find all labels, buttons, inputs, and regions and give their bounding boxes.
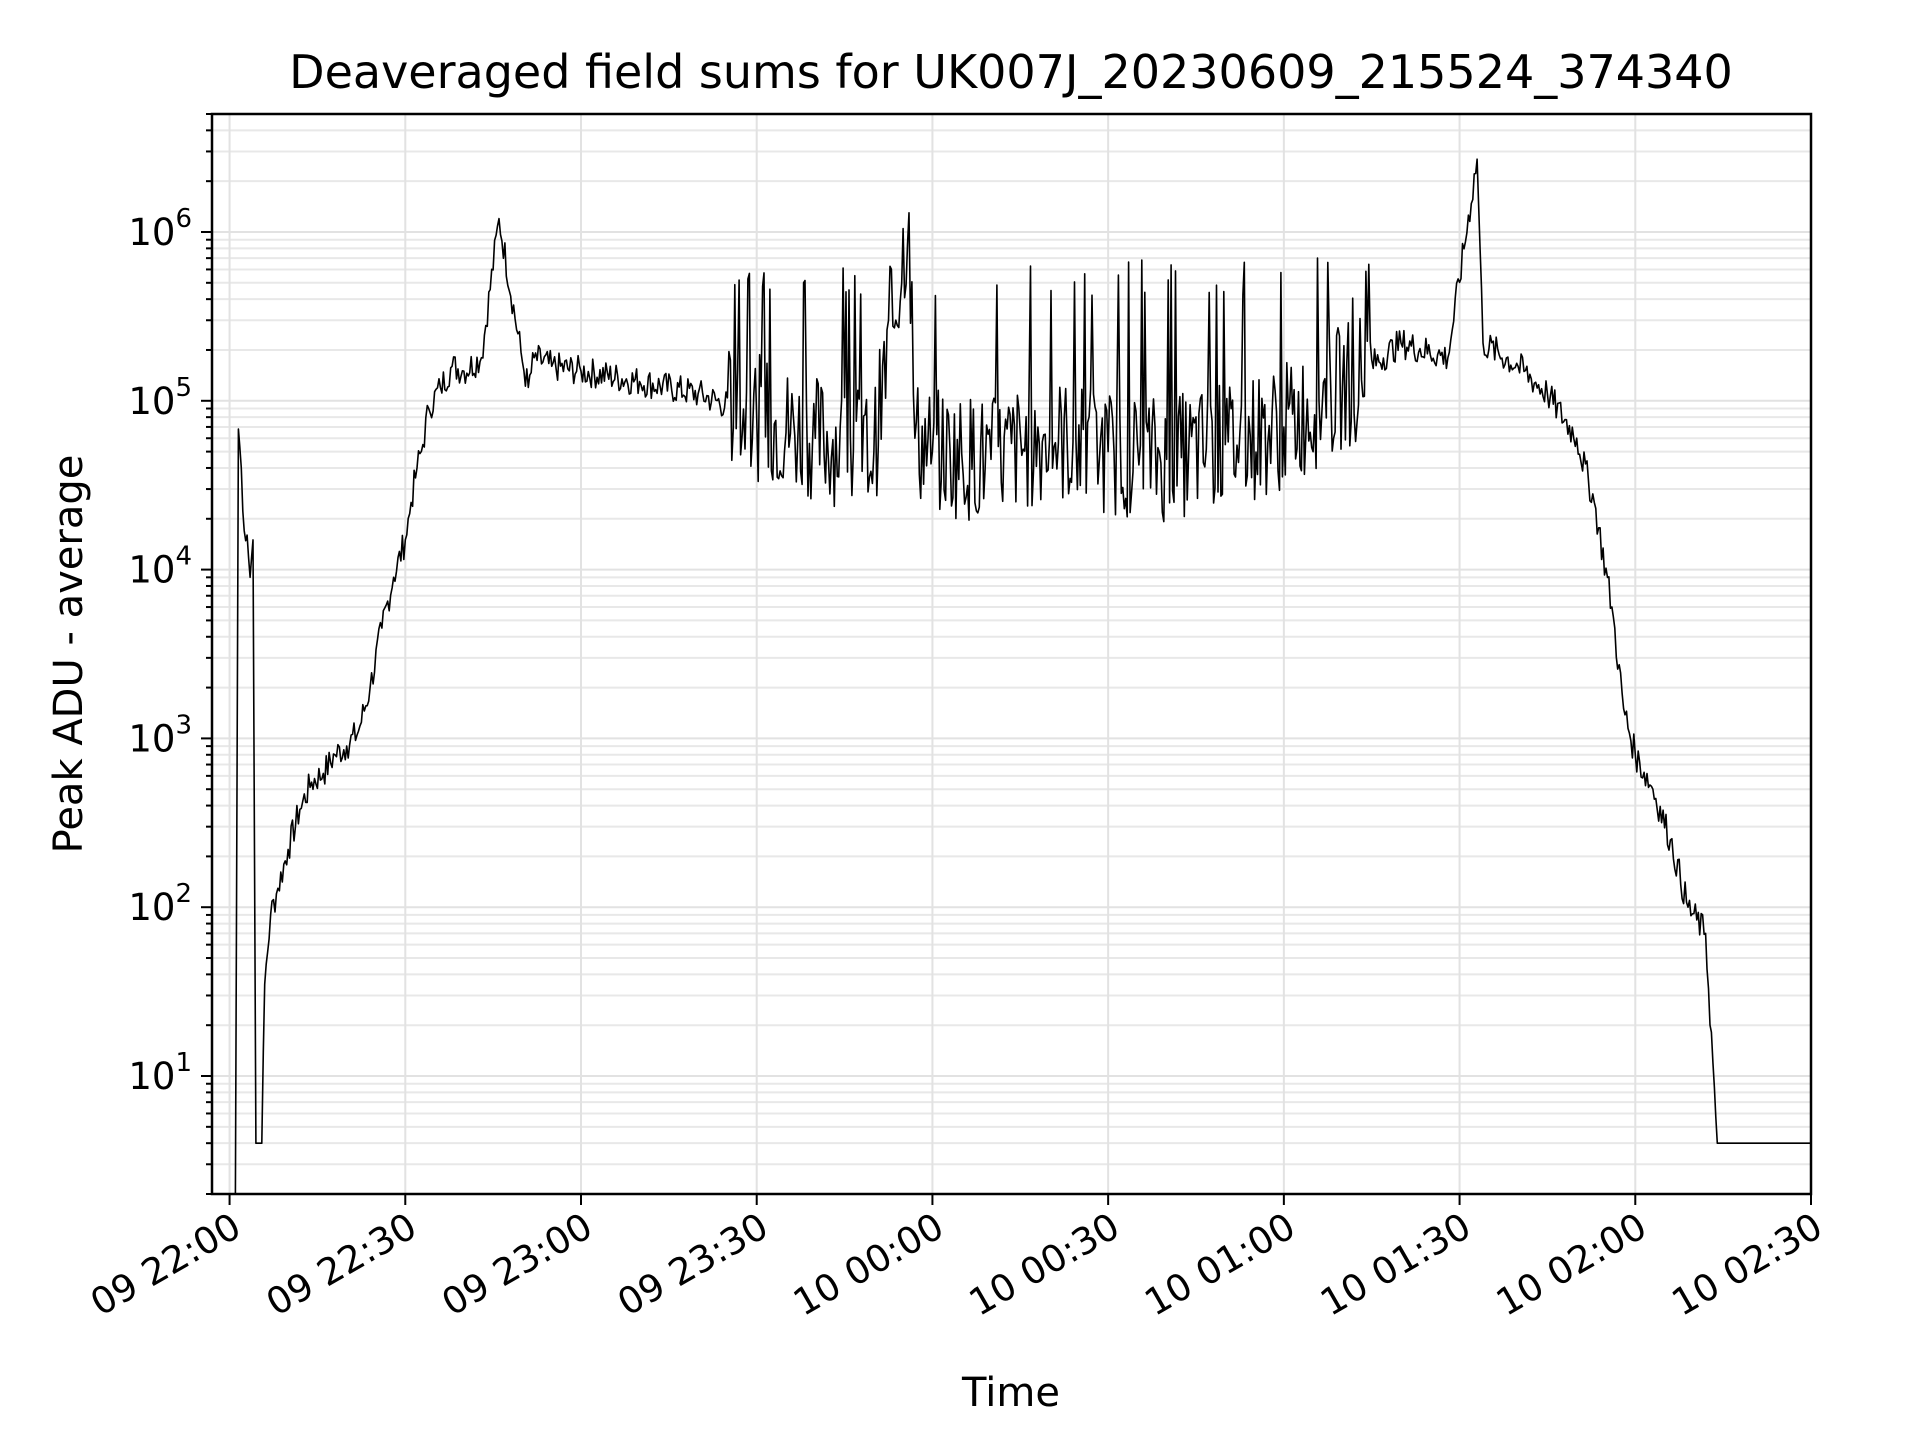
plot-frame [210,112,1813,1196]
x-tick-label: 10 01:00 [1138,1205,1303,1325]
y-axis-label: Peak ADU - average [46,455,92,854]
series-line [234,158,1811,1195]
x-tick-label: 10 01:30 [1313,1205,1478,1325]
y-tick-label: 103 [128,710,192,760]
x-tick-label: 10 00:00 [786,1205,951,1325]
x-tick-label: 10 00:30 [962,1205,1127,1325]
x-tick-label: 09 23:00 [435,1205,600,1325]
x-tick-label: 10 02:30 [1665,1205,1830,1325]
x-tick-label: 09 22:30 [259,1205,424,1325]
x-tick-label: 10 02:00 [1489,1205,1654,1325]
chart-title: Deaveraged field sums for UK007J_2023060… [289,45,1733,99]
y-tick-label: 101 [128,1048,192,1098]
y-tick-label: 106 [128,204,192,254]
y-tick-label: 102 [128,879,192,929]
x-tick-label: 09 23:30 [610,1205,775,1325]
y-tick-label: 104 [128,542,192,592]
y-tick-label: 105 [128,373,192,423]
x-axis: 09 22:00 09 22:30 09 23:00 09 23:30 10 00:00… [83,1194,1830,1325]
x-tick-label: 09 22:00 [83,1205,248,1325]
grid [212,113,1812,1195]
y-axis: 101 102 103 104 105 106 [128,113,212,1195]
x-axis-label: Time [961,1370,1060,1416]
